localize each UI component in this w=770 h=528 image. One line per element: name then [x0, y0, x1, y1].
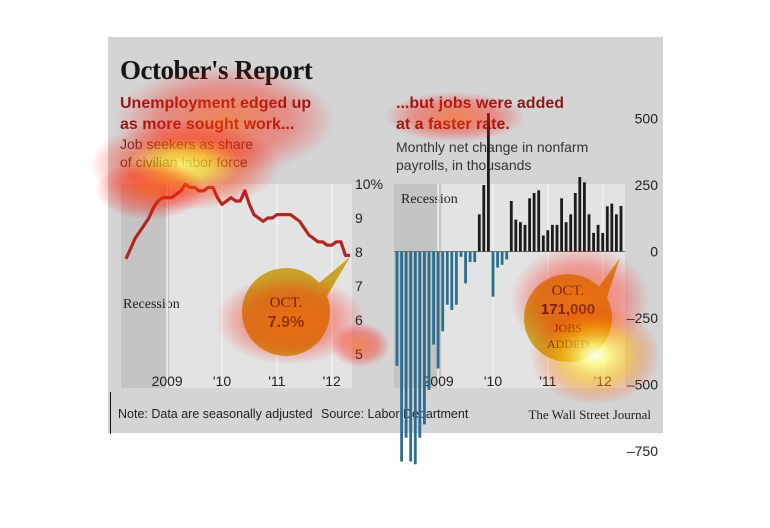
bar [468, 251, 472, 263]
footer-note: Note: Data are seasonally adjusted [118, 407, 313, 421]
y-tick-label: 6 [355, 312, 363, 328]
bar [596, 224, 600, 252]
right-desc-line-2: payrolls, in thousands [396, 157, 532, 173]
bar [409, 251, 413, 462]
bar [487, 113, 490, 252]
bar [445, 251, 449, 305]
footer-brand: The Wall Street Journal [528, 407, 651, 422]
y-tick-label: –750 [627, 443, 658, 459]
y-tick-label: 7 [355, 278, 363, 294]
y-tick-label: –500 [627, 377, 658, 393]
bar [482, 185, 486, 252]
bar [560, 198, 563, 252]
y-tick-label: 8 [355, 244, 363, 260]
bar [514, 219, 518, 252]
bar [587, 214, 591, 252]
y-tick-label: 500 [635, 111, 659, 127]
bar [601, 232, 605, 252]
x-tick-label: '12 [594, 373, 612, 389]
bar [395, 251, 399, 366]
x-tick-label: '10 [213, 373, 231, 389]
bar [436, 251, 440, 369]
right-chart-description: Monthly net change in nonfarm payrolls, … [396, 138, 588, 174]
bar [404, 251, 408, 438]
bar [546, 230, 550, 252]
bar [441, 251, 445, 332]
bar [583, 182, 586, 252]
bar [505, 251, 509, 260]
y-tick-label: 250 [635, 177, 659, 193]
right-desc-line-1: Monthly net change in nonfarm [396, 139, 589, 155]
bar [564, 222, 568, 252]
unemployment-chart: Recession 2009 '10 '11 '12 10% 9 8 7 6 5 OCT. 7.9% [121, 176, 383, 389]
bar [455, 251, 458, 305]
y-tick-label: 5 [355, 346, 363, 362]
y-tick-label: –250 [627, 310, 658, 326]
recession-band [121, 184, 170, 388]
left-rule [110, 392, 111, 434]
callout-caption: ADDED [547, 337, 589, 351]
bar [496, 251, 499, 268]
y-tick-label: 0 [650, 244, 658, 260]
footer-source: Source: Labor Department [321, 407, 469, 421]
bar [523, 224, 527, 252]
callout-caption: JOBS [554, 321, 582, 335]
x-tick-label: '10 [484, 373, 502, 389]
bar [619, 206, 623, 252]
bar [519, 222, 522, 252]
bar [413, 251, 417, 465]
bar [569, 214, 573, 252]
bar [500, 251, 504, 265]
callout-value: 171,000 [541, 301, 595, 318]
x-tick-label: 2009 [423, 373, 454, 389]
bar [427, 251, 431, 390]
callout-label: OCT. [552, 283, 585, 299]
bar [477, 214, 481, 252]
payrolls-chart: Recession 2009 '10 '11 '12 500 250 0 –250 –500 –75… [394, 111, 658, 465]
bar [555, 224, 559, 252]
callout-value: 7.9% [268, 314, 304, 331]
bar [509, 201, 513, 252]
bar [578, 177, 582, 252]
x-tick-label: '11 [268, 373, 285, 389]
recession-label: Recession [401, 192, 458, 207]
bar [418, 251, 422, 438]
bar [432, 251, 435, 345]
bar [615, 214, 618, 252]
bar [423, 251, 426, 425]
bar [537, 190, 541, 252]
bar [464, 251, 467, 284]
y-tick-label: 9 [355, 210, 363, 226]
bar [610, 203, 614, 252]
callout-bubble [242, 268, 330, 356]
bar [532, 193, 536, 252]
recession-label: Recession [123, 297, 180, 312]
bar [400, 251, 403, 462]
bar [491, 251, 495, 297]
x-tick-label: '11 [539, 373, 556, 389]
bar [573, 193, 577, 252]
bar [592, 232, 595, 252]
x-tick-label: '12 [323, 373, 341, 389]
bar [528, 198, 531, 252]
bar [473, 251, 477, 263]
bar [459, 251, 463, 257]
bar [541, 235, 545, 252]
bar [450, 251, 454, 310]
callout-label: OCT. [270, 295, 303, 311]
bar [605, 206, 609, 252]
bar [551, 224, 554, 252]
x-tick-label: 2009 [152, 373, 183, 389]
y-tick-label: 10% [355, 176, 383, 192]
